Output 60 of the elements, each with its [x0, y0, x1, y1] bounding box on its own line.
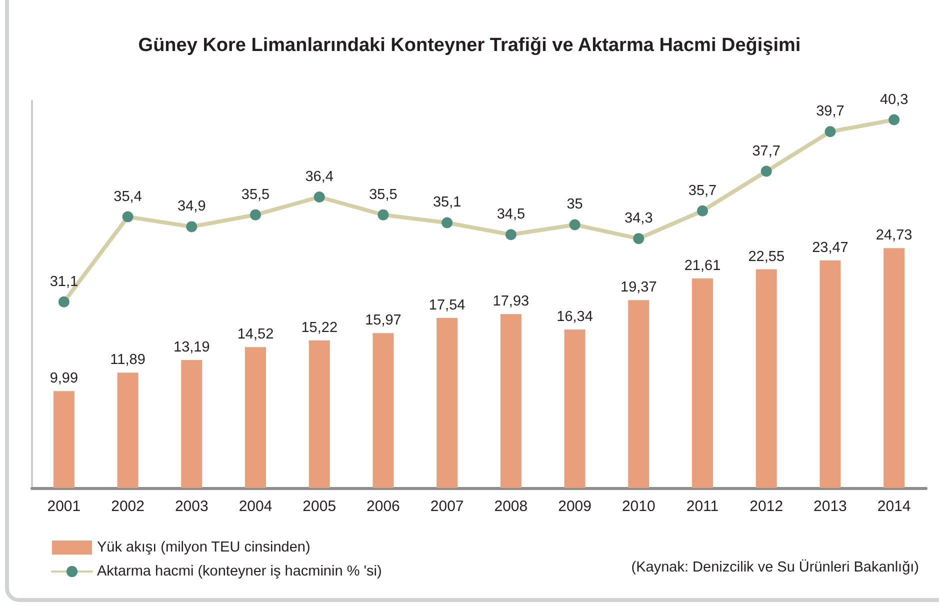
- data-label: 34,9: [178, 198, 206, 215]
- bar: [564, 330, 586, 488]
- data-label: 35,1: [432, 194, 462, 211]
- data-label: 19,37: [620, 280, 657, 296]
- x-tick-label: 2002: [111, 498, 144, 515]
- x-tick-label: 2004: [238, 498, 272, 515]
- data-label: 34,5: [496, 206, 526, 223]
- data-label: 39,7: [816, 104, 844, 120]
- legend-label: Aktarma hacmi (konteyner iş hacminin % 'si): [97, 564, 382, 580]
- bar: [117, 372, 138, 488]
- data-label: 23,47: [812, 240, 848, 256]
- data-label: 40,3: [880, 92, 908, 108]
- data-label: 17,93: [492, 294, 530, 310]
- chart-title: Güney Kore Limanlarındaki Konteyner Trafiği ve Aktarma Hacmi Değişimi: [138, 35, 801, 56]
- x-tick-label: 2014: [877, 498, 911, 515]
- data-label: 37,7: [752, 143, 780, 160]
- data-label: 11,89: [110, 352, 146, 368]
- bar: [372, 333, 394, 488]
- data-label: 13,19: [173, 340, 210, 356]
- bar: [820, 260, 841, 488]
- data-label: 16,34: [556, 309, 593, 325]
- data-label: 35,5: [241, 186, 270, 203]
- bar: [756, 269, 777, 488]
- data-label: 35,7: [688, 182, 717, 199]
- x-tick-label: 2012: [750, 498, 784, 515]
- data-label: 24,73: [876, 228, 912, 244]
- data-label: 35,4: [114, 188, 142, 205]
- data-label: 9,99: [50, 370, 78, 387]
- x-tick-label: 2008: [494, 498, 528, 515]
- data-label: 22,55: [748, 248, 785, 265]
- data-label: 21,61: [684, 258, 721, 274]
- data-label: 15,97: [365, 312, 402, 329]
- text: (Kaynak: Denizcilik ve Su Ürünleri Bakanlığı): [631, 558, 920, 576]
- x-tick-label: 2011: [686, 498, 719, 515]
- data-label: 35: [566, 196, 583, 213]
- data-label: 36,4: [305, 169, 334, 185]
- x-tick-label: 2001: [47, 498, 81, 515]
- legend-label: Yük akışı (milyon TEU cinsinden): [97, 540, 310, 556]
- data-label: 15,22: [301, 320, 338, 336]
- x-tick-label: 2013: [814, 498, 847, 515]
- bar: [181, 360, 202, 488]
- x-tick-label: 2010: [622, 498, 656, 515]
- x-tick-label: 2009: [558, 498, 592, 515]
- x-tick-label: 2006: [366, 498, 400, 515]
- bar: [628, 300, 650, 488]
- x-tick-label: 2003: [174, 498, 208, 515]
- bar: [245, 347, 266, 488]
- data-label: 31,1: [50, 274, 78, 290]
- data-label: 14,52: [237, 326, 274, 343]
- data-label: 35,5: [369, 186, 398, 203]
- bar: [884, 248, 905, 488]
- x-tick-label: 2007: [430, 498, 464, 515]
- bar: [53, 391, 74, 488]
- data-label: 17,54: [428, 297, 466, 314]
- bar: [308, 340, 330, 488]
- x-tick-label: 2005: [302, 498, 336, 515]
- bar: [500, 314, 522, 488]
- bar: [692, 278, 713, 488]
- bar: [436, 318, 458, 488]
- data-label: 34,3: [624, 210, 653, 227]
